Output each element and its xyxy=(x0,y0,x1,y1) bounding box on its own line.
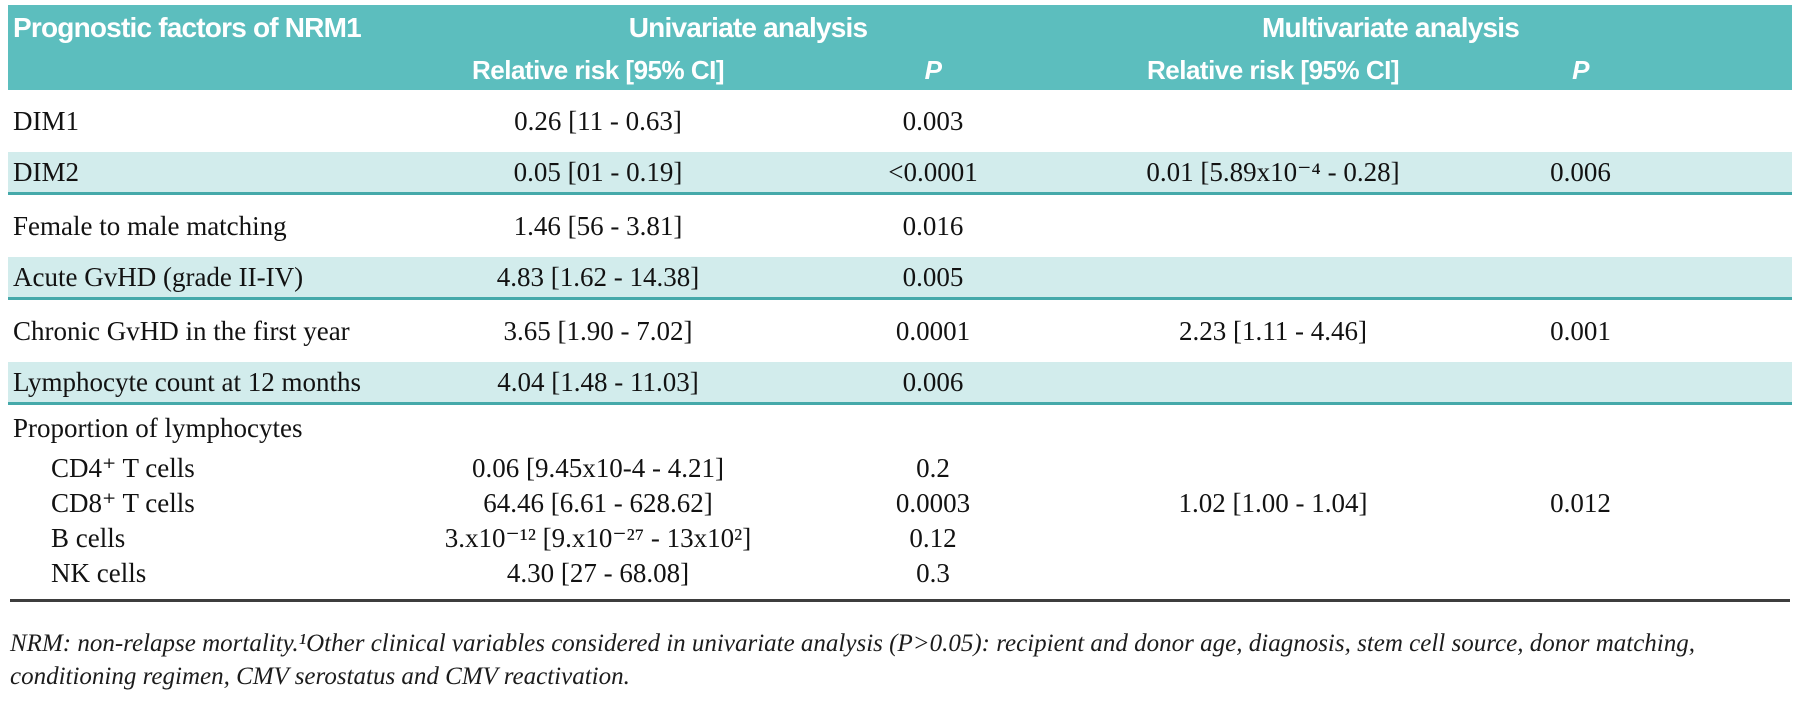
factor-label: Acute GvHD (grade II-IV) xyxy=(13,261,304,292)
factor-label: B cells xyxy=(51,523,126,553)
factor-label: Lymphocyte count at 12 months xyxy=(13,366,361,397)
univariate-p: 0.006 xyxy=(902,366,964,397)
factor-label: CD4⁺ T cells xyxy=(51,453,195,483)
table-title: Prognostic factors of NRM1 xyxy=(13,11,362,43)
table-header: Prognostic factors of NRM1 Univariate an… xyxy=(8,5,1792,90)
univariate-rr: 0.26 [11 - 0.63] xyxy=(514,105,682,136)
subheader-univariate-p: P xyxy=(924,54,942,85)
prognostic-factors-table: Prognostic factors of NRM1 Univariate an… xyxy=(8,5,1792,591)
factor-label: CD8⁺ T cells xyxy=(51,488,195,518)
header-group-row: Prognostic factors of NRM1 Univariate an… xyxy=(8,5,1792,50)
table-row: DIM2 0.05 [01 - 0.19] <0.0001 0.01 [5.89x10… xyxy=(8,152,1792,195)
multivariate-p: 0.006 xyxy=(1550,156,1611,187)
subheader-multivariate-p: P xyxy=(1572,54,1589,85)
univariate-rr: 0.06 [9.45x10-4 - 4.21] xyxy=(472,453,724,483)
paper-table-page: Prognostic factors of NRM1 Univariate an… xyxy=(0,5,1800,704)
factor-label: Chronic GvHD in the first year xyxy=(13,315,350,346)
univariate-p: 0.12 xyxy=(909,523,957,553)
factor-label: NK cells xyxy=(51,558,147,588)
subheader-univariate-rr: Relative risk [95% CI] xyxy=(471,54,725,85)
table-row: Lymphocyte count at 12 months 4.04 [1.48 … xyxy=(8,362,1792,405)
univariate-rr: 4.04 [1.48 - 11.03] xyxy=(497,366,699,397)
univariate-p: <0.0001 xyxy=(888,156,978,187)
table-row: Acute GvHD (grade II-IV) 4.83 [1.62 - 14.… xyxy=(8,257,1792,300)
multivariate-rr: 0.01 [5.89x10⁻⁴ - 0.28] xyxy=(1146,156,1400,187)
header-sub-row: Relative risk [95% CI] P Relative risk [… xyxy=(8,50,1792,90)
multivariate-rr: 1.02 [1.00 - 1.04] xyxy=(1178,488,1368,518)
univariate-p: 0.005 xyxy=(902,261,964,292)
table-body: DIM1 0.26 [11 - 0.63] 0.003 DIM2 0.05 [01 - … xyxy=(8,90,1792,591)
table-row: B cells 3.x10⁻¹² [9.x10⁻²⁷ - 13x10²] 0.12 xyxy=(8,521,1792,556)
bottom-rule xyxy=(10,599,1790,602)
univariate-rr: 4.83 [1.62 - 14.38] xyxy=(496,261,700,292)
univariate-rr: 3.65 [1.90 - 7.02] xyxy=(503,315,693,346)
table-row: Female to male matching 1.46 [56 - 3.81] 0… xyxy=(8,195,1792,257)
univariate-p: 0.3 xyxy=(916,558,950,588)
table-row: Chronic GvHD in the first year 3.65 [1.90… xyxy=(8,300,1792,362)
group-header-multivariate: Multivariate analysis xyxy=(1261,11,1520,43)
multivariate-rr: 2.23 [1.11 - 4.46] xyxy=(1179,315,1367,346)
univariate-rr: 64.46 [6.61 - 628.62] xyxy=(483,488,713,518)
group-header-univariate: Univariate analysis xyxy=(628,11,868,43)
table-row: CD4⁺ T cells 0.06 [9.45x10-4 - 4.21] 0.2 xyxy=(8,451,1792,486)
table-row: CD8⁺ T cells 64.46 [6.61 - 628.62] 0.0003 1… xyxy=(8,486,1792,521)
table-footnote: NRM: non-relapse mortality.¹Other clinic… xyxy=(10,630,1695,690)
factor-label: Female to male matching xyxy=(13,210,287,241)
univariate-rr: 1.46 [56 - 3.81] xyxy=(513,210,683,241)
univariate-rr: 3.x10⁻¹² [9.x10⁻²⁷ - 13x10²] xyxy=(444,523,752,553)
univariate-p: 0.016 xyxy=(902,210,964,241)
subheader-multivariate-rr: Relative risk [95% CI] xyxy=(1146,54,1400,85)
table-row: DIM1 0.26 [11 - 0.63] 0.003 xyxy=(8,90,1792,152)
factor-label: DIM2 xyxy=(13,156,79,187)
univariate-p: 0.003 xyxy=(902,105,964,136)
univariate-p: 0.0003 xyxy=(895,488,971,518)
univariate-p: 0.2 xyxy=(916,453,950,483)
univariate-p: 0.0001 xyxy=(895,315,971,346)
table-row: Proportion of lymphocytes xyxy=(8,405,1792,451)
univariate-rr: 0.05 [01 - 0.19] xyxy=(513,156,683,187)
factor-label: DIM1 xyxy=(13,105,79,136)
multivariate-p: 0.001 xyxy=(1550,315,1611,346)
univariate-rr: 4.30 [27 - 68.08] xyxy=(506,558,690,588)
table-row: NK cells 4.30 [27 - 68.08] 0.3 xyxy=(8,556,1792,591)
factor-label: Proportion of lymphocytes xyxy=(13,412,303,443)
multivariate-p: 0.012 xyxy=(1550,488,1611,518)
